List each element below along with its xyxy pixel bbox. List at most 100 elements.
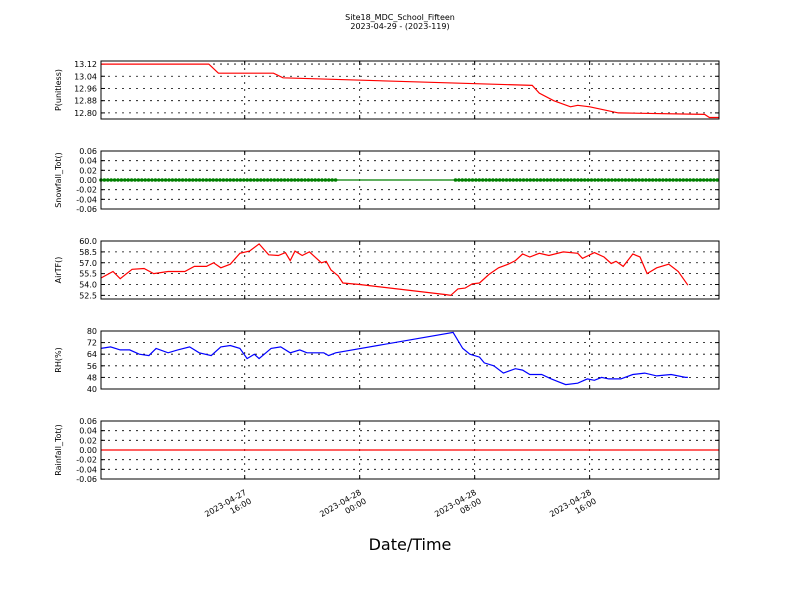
y-tick-label: -0.04 [76, 465, 97, 474]
y-tick-label: 12.80 [74, 109, 97, 118]
snow-marker [221, 178, 226, 182]
snow-marker [187, 178, 192, 182]
snow-marker [140, 178, 144, 182]
snow-marker [637, 178, 641, 182]
series-markers-2 [99, 178, 720, 182]
snow-marker [627, 178, 631, 182]
y-tick-label: 0.02 [79, 436, 97, 445]
snow-marker [269, 178, 273, 182]
panels-group: 13.12 13.04 12.96 12.88 12.80 P(unitless) 0.06… [54, 60, 720, 484]
snow-marker [214, 178, 219, 182]
snow-marker [474, 178, 478, 182]
y-tick-label: 56 [87, 362, 97, 371]
y-tick-label: 55.5 [79, 270, 97, 279]
snow-marker [678, 178, 682, 182]
panel-5: 0.060.040.020.00-0.02-0.04-0.06 Rainfall_… [54, 417, 720, 484]
snow-marker [157, 178, 161, 182]
snow-marker [559, 178, 563, 182]
snow-marker [153, 178, 158, 182]
y-tick-label: 72 [87, 339, 97, 348]
snow-marker [211, 178, 215, 182]
snow-marker [504, 178, 509, 182]
x-axis-label: Date/Time [369, 535, 452, 554]
snow-marker [593, 178, 597, 182]
panel-frame [100, 330, 720, 390]
snow-marker [599, 178, 604, 182]
snow-marker [562, 178, 567, 182]
snow-marker [647, 178, 652, 182]
snow-marker [276, 178, 280, 182]
snow-marker [538, 178, 543, 182]
snow-marker [657, 178, 662, 182]
snow-marker [633, 178, 638, 182]
snow-marker [712, 178, 716, 182]
y-axis-label: Snowfall_Tot() [54, 152, 63, 208]
snow-marker [603, 178, 607, 182]
panel-frame [100, 240, 720, 300]
series-line-1 [101, 63, 719, 119]
snow-marker [136, 178, 141, 182]
snow-marker [610, 178, 614, 182]
y-tick-label: 0.00 [79, 446, 97, 455]
snow-marker [201, 178, 205, 182]
y-tick-label: 52.5 [79, 291, 97, 300]
snow-marker [525, 178, 529, 182]
snow-marker [245, 178, 249, 182]
y-tick-label: 0.06 [79, 147, 97, 156]
chart-title: Site18_MDC_School_Fifteen [345, 13, 455, 22]
panel-frame [100, 420, 720, 480]
snow-marker [248, 178, 253, 182]
snow-marker [106, 178, 110, 182]
snow-marker [194, 178, 198, 182]
y-tick-label: 40 [87, 385, 97, 394]
y-tick-label: 12.96 [74, 84, 97, 93]
y-tick-label: 60.0 [79, 237, 97, 246]
y-tick-label: 0.00 [79, 176, 97, 185]
snow-marker [484, 178, 488, 182]
snow-marker [542, 178, 546, 182]
snow-marker [177, 178, 181, 182]
snow-marker [688, 178, 692, 182]
y-tick-label: 13.12 [74, 60, 97, 69]
panel-4: 80 72 64 56 48 40 RH(%) [54, 327, 720, 394]
snow-marker [286, 178, 290, 182]
snow-marker [170, 178, 175, 182]
snow-marker [327, 178, 331, 182]
snow-marker [306, 178, 311, 182]
y-tick-label: 80 [87, 327, 97, 336]
snow-marker [150, 178, 154, 182]
snow-marker [684, 178, 689, 182]
snow-marker [133, 178, 137, 182]
panel-frame [100, 60, 720, 120]
snow-marker [671, 178, 675, 182]
y-axis-label: Rainfall_Tot() [54, 424, 63, 476]
snow-marker [129, 178, 134, 182]
snow-marker [491, 178, 495, 182]
snow-marker [715, 178, 720, 182]
snow-marker [238, 178, 243, 182]
snow-marker [460, 178, 465, 182]
y-tick-label: 64 [87, 350, 97, 359]
snow-marker [453, 178, 458, 182]
snow-marker [320, 178, 324, 182]
y-tick-label: 57.0 [79, 259, 97, 268]
snow-marker [518, 178, 522, 182]
y-tick-label: 13.04 [74, 72, 97, 81]
snow-marker [112, 178, 117, 182]
snow-marker [180, 178, 185, 182]
snow-marker [681, 178, 686, 182]
snow-marker [470, 178, 475, 182]
snow-marker [650, 178, 655, 182]
snow-marker [569, 178, 573, 182]
snow-marker [174, 178, 178, 182]
series-line-4 [100, 331, 688, 386]
snow-marker [146, 178, 151, 182]
snow-marker [654, 178, 658, 182]
y-axis-label: P(unitless) [54, 69, 63, 111]
snow-marker [521, 178, 526, 182]
snow-marker [119, 178, 124, 182]
snow-marker [705, 178, 709, 182]
snow-marker [102, 178, 107, 182]
